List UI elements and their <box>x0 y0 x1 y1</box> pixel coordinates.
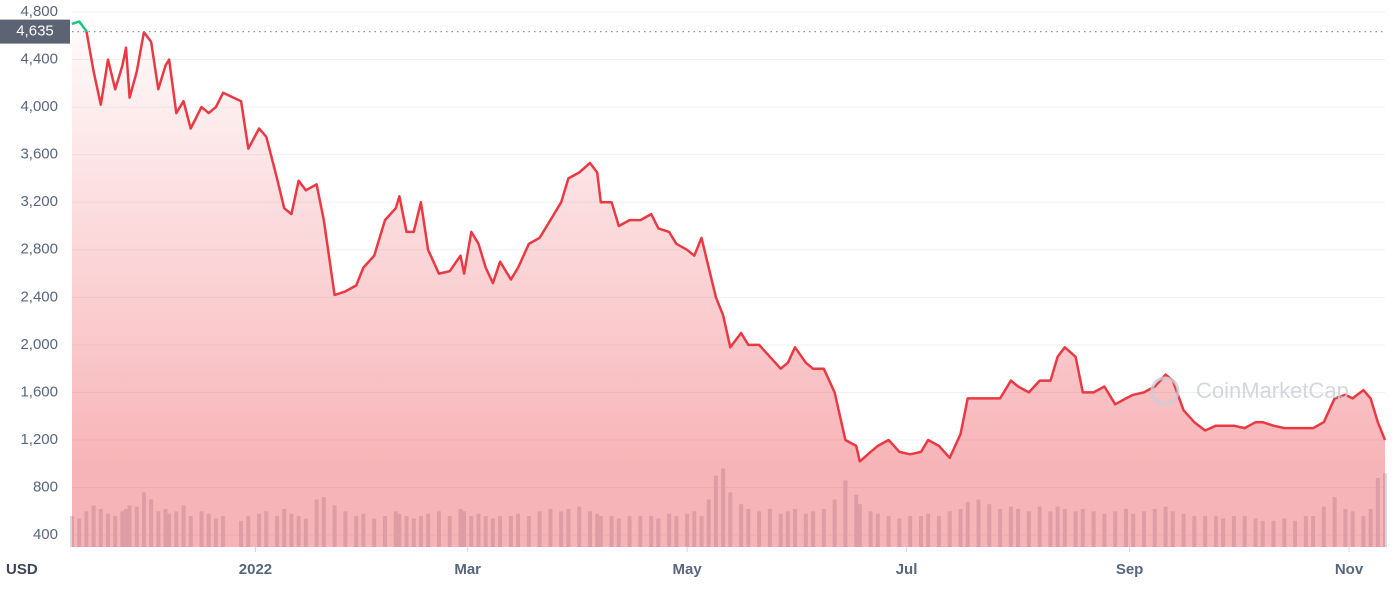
x-tick-label: Sep <box>1116 561 1144 578</box>
y-tick-label: 1,200 <box>20 431 58 448</box>
y-tick-label: 400 <box>33 526 58 543</box>
y-tick-label: 4,800 <box>20 3 58 20</box>
y-tick-label: 3,600 <box>20 146 58 163</box>
x-tick-label: Jul <box>896 561 918 578</box>
y-tick-label: 2,800 <box>20 241 58 258</box>
reference-label: 4,635 <box>16 23 54 40</box>
x-tick-label: 2022 <box>239 561 272 578</box>
price-area <box>72 21 1385 547</box>
y-tick-label: 2,000 <box>20 336 58 353</box>
x-tick-label: Mar <box>454 561 481 578</box>
price-line <box>85 31 1387 463</box>
y-tick-label: 1,600 <box>20 383 58 400</box>
y-tick-label: 800 <box>33 479 58 496</box>
reference-label-box <box>0 19 70 44</box>
y-tick-label: 4,400 <box>20 51 58 68</box>
y-tick-label: 2,400 <box>20 288 58 305</box>
currency-label: USD <box>6 561 38 578</box>
y-tick-label: 3,200 <box>20 193 58 210</box>
y-tick-label: 4,000 <box>20 98 58 115</box>
x-tick-label: May <box>673 561 703 578</box>
x-tick-label: Nov <box>1335 561 1364 578</box>
watermark-logo <box>1150 376 1180 406</box>
watermark: CoinMarketCap <box>1196 378 1349 403</box>
